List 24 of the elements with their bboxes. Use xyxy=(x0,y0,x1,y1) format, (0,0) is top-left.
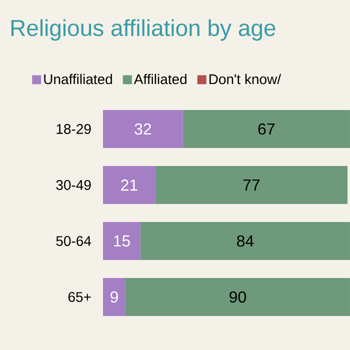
y-tick-label: 18-29 xyxy=(56,124,91,134)
data-label: 9 xyxy=(110,291,118,303)
bar xyxy=(140,222,350,260)
legend-label: Unaffiliated xyxy=(44,74,112,84)
bar xyxy=(155,166,348,204)
data-label: 21 xyxy=(121,179,138,191)
data-label: 32 xyxy=(134,123,152,135)
bar xyxy=(182,110,350,148)
data-label: 90 xyxy=(230,291,246,303)
bar xyxy=(125,278,350,316)
bar xyxy=(103,278,126,316)
bar xyxy=(103,166,156,204)
bar xyxy=(103,222,140,260)
data-label: 15 xyxy=(114,235,130,247)
legend-label: Affiliated xyxy=(134,74,186,84)
data-label: 84 xyxy=(237,235,254,247)
bar xyxy=(103,110,183,148)
legend-label: Don't know/ xyxy=(209,74,282,84)
y-tick-label: 30-49 xyxy=(56,180,91,190)
y-tick-label: 65+ xyxy=(68,292,91,302)
data-label: 77 xyxy=(243,179,260,190)
data-label: 67 xyxy=(258,123,275,135)
chart-title: Religious affiliation by age xyxy=(11,19,276,41)
y-tick-label: 50-64 xyxy=(56,236,92,246)
